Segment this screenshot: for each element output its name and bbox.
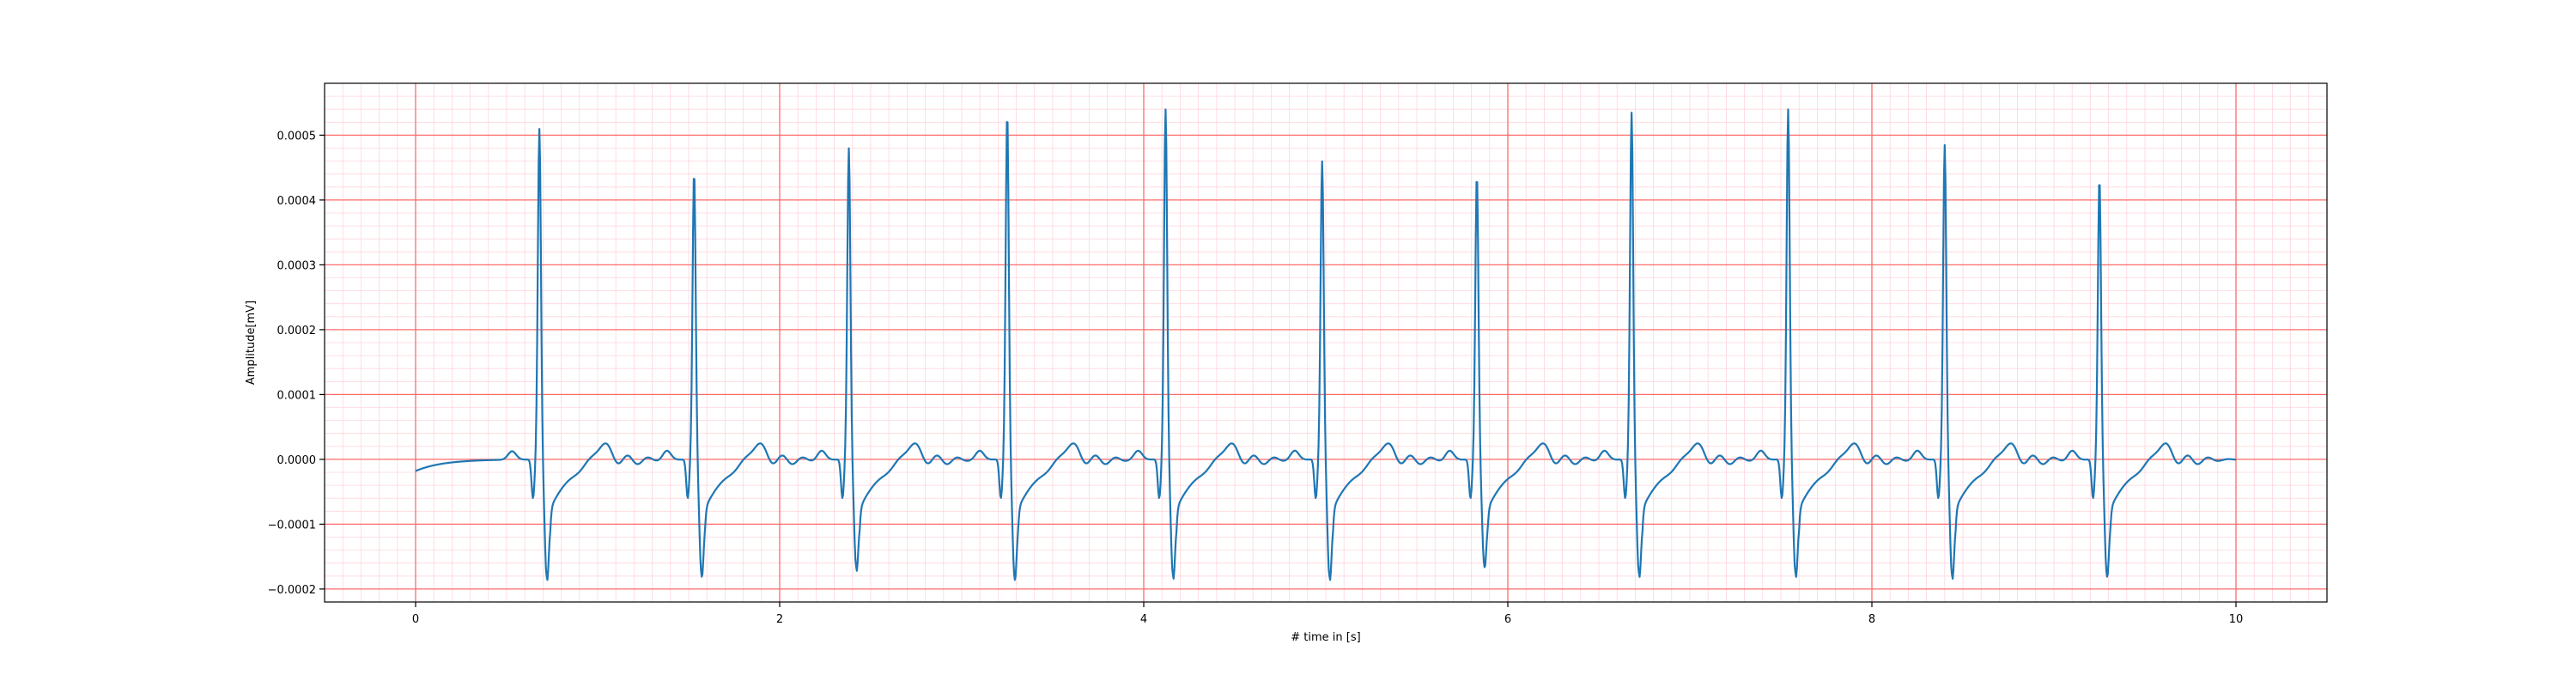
x-tick-label: 0 xyxy=(412,613,419,626)
x-tick-label: 8 xyxy=(1868,613,1875,626)
x-tick-label: 10 xyxy=(2229,613,2244,626)
x-tick-label: 6 xyxy=(1504,613,1511,626)
y-axis-label: Amplitude[mV] xyxy=(245,301,258,385)
x-tick-label: 2 xyxy=(776,613,783,626)
y-tick-label: −0.0001 xyxy=(268,519,316,532)
y-axis: −0.0002 −0.0001 0.0000 0.0001 0.0002 0.0003 0.… xyxy=(268,130,325,597)
plot-frame xyxy=(324,82,2328,603)
x-tick-label: 4 xyxy=(1140,613,1147,626)
y-tick-label: −0.0002 xyxy=(268,584,316,597)
y-tick-label: 0.0001 xyxy=(277,389,317,402)
y-tick-label: 0.0005 xyxy=(277,130,317,143)
ecg-signal-line xyxy=(415,108,2237,581)
x-axis: 0 2 4 6 8 10 xyxy=(412,602,2243,626)
y-tick-label: 0.0003 xyxy=(277,259,317,272)
y-tick-label: 0.0002 xyxy=(277,325,317,337)
x-axis-label: # time in [s] xyxy=(1291,631,1360,644)
y-tick-label: 0.0000 xyxy=(277,454,317,467)
y-tick-label: 0.0004 xyxy=(277,195,317,208)
